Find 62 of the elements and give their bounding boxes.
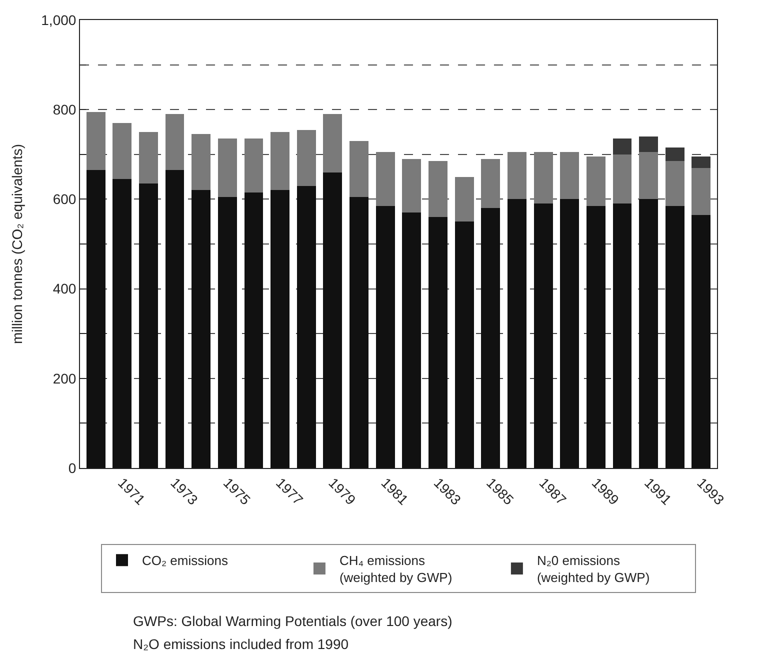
bar [350,196,368,468]
y-tick-label: 800 [52,102,76,118]
bar [507,152,526,200]
legend-label: CO₂ emissions [142,553,228,568]
bar [323,114,342,172]
y-axis-title: million tonnes (CO₂ equivalents) [8,144,25,344]
bar [534,204,553,468]
bar [692,214,711,468]
bar [639,136,658,152]
bar [454,176,474,222]
bar [244,138,264,192]
bar [665,161,684,206]
legend-label: CH₄ emissions (weighted by GWP) [339,553,452,586]
bar [86,170,106,468]
bar [612,154,632,204]
bar [428,161,448,218]
y-tick-label: 0 [68,460,76,476]
bar [112,179,132,468]
legend-label: N₂0 emissions (weighted by GWP) [536,553,650,586]
bar [534,152,553,204]
bar [376,206,395,468]
y-tick-label: 600 [52,191,76,208]
bar [86,112,106,170]
bar [692,168,711,215]
bar [296,186,316,468]
bar [507,199,526,468]
bar [323,172,342,468]
bar [165,114,184,170]
bar [428,217,448,468]
bar [665,206,684,468]
bar [138,132,158,184]
bar [481,158,500,208]
bar [218,196,237,468]
bar [218,138,237,197]
bar [402,212,422,468]
bar [192,134,211,190]
bar [138,184,158,468]
text: N₂O emissions included from 1990 [133,636,349,652]
bar [112,123,132,180]
text: GWPs: Global Warming Potentials (over 100 years) [133,613,452,629]
y-tick-label: 400 [52,280,76,297]
bar [586,156,606,206]
bar [560,199,580,468]
bar [481,208,500,468]
bar [586,206,606,468]
bar [192,190,211,468]
bar [639,152,658,200]
bar [612,204,632,468]
bar [165,170,184,468]
bar [350,140,368,197]
bar [639,199,658,468]
bar [296,130,316,186]
y-tick-label: 200 [52,370,76,386]
bar [402,158,422,213]
bar [376,152,395,206]
bar [454,222,474,468]
bar [612,138,632,154]
bar [244,192,264,468]
bar [270,132,290,190]
y-tick-label: 1,000 [41,12,76,28]
bar [270,190,290,468]
bar [560,152,580,200]
